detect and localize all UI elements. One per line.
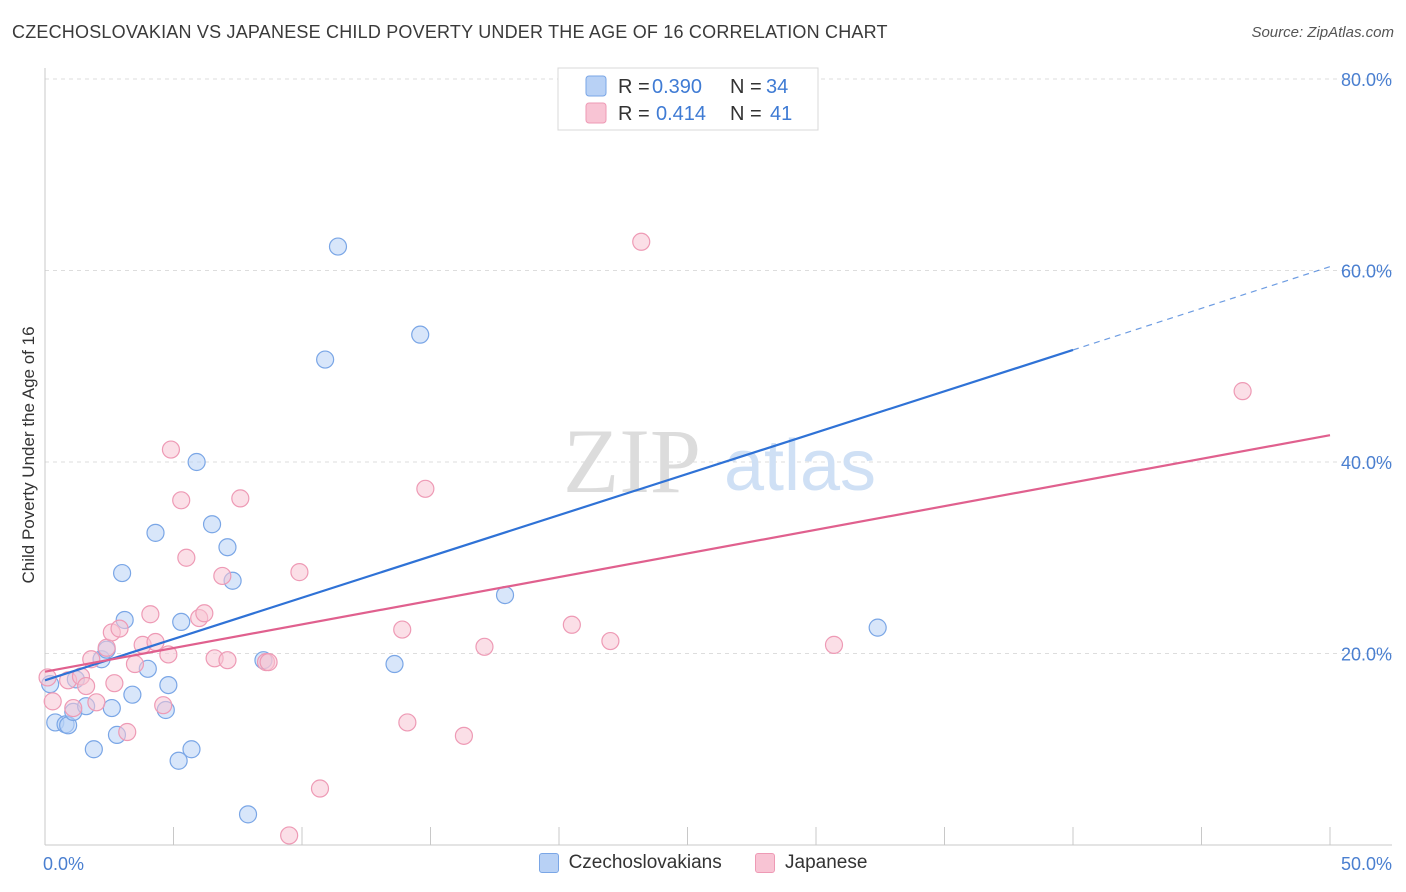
japanese-point-35 — [416, 479, 435, 498]
japanese-point-12 — [118, 722, 137, 742]
japanese-point-19 — [161, 440, 181, 459]
legend-swatch-pink — [585, 102, 607, 124]
czechoslovakian-point-16 — [146, 523, 165, 542]
czechoslovakian-point-31 — [411, 325, 430, 344]
japanese-point-15 — [141, 605, 160, 624]
japanese-point-33 — [393, 620, 412, 639]
axes — [44, 68, 1392, 846]
y-tick-label-80: 80.0% — [1341, 70, 1392, 90]
data-points — [38, 232, 1252, 845]
japanese-point-23 — [195, 604, 214, 623]
japanese-point-26 — [218, 651, 237, 670]
legend-r-label-1: R = — [618, 76, 650, 98]
japanese-point-7 — [87, 693, 106, 712]
japanese-point-41 — [824, 635, 844, 654]
czechoslovakian-point-29 — [328, 237, 348, 256]
japanese-point-17 — [154, 696, 173, 715]
y-tick-label-60: 60.0% — [1341, 262, 1392, 282]
czechoslovakian-point-33 — [868, 618, 887, 637]
bottom-legend-item-czechoslovakians: Czechoslovakians — [538, 852, 722, 874]
source-label: Source: ZipAtlas.com — [1251, 24, 1394, 41]
legend: R = 0.390 N = 34 R = 0.414 N = 41 — [557, 67, 819, 131]
legend-r-value-1: 0.390 — [652, 76, 702, 98]
watermark-zip: ZIP — [563, 410, 701, 512]
legend-swatch-blue — [585, 75, 607, 97]
czechoslovakian-point-10 — [102, 698, 121, 718]
czechoslovakian-trend-extension — [1072, 266, 1331, 351]
x-tick-label-0: 0.0% — [43, 854, 84, 874]
czechoslovakian-point-14 — [123, 685, 142, 704]
legend-n-label-1: N = — [730, 76, 762, 98]
legend-n-value-2: 41 — [770, 103, 792, 125]
bottom-legend-label-czechoslovakians: Czechoslovakians — [568, 852, 722, 873]
japanese-trend-line — [44, 434, 1331, 673]
czechoslovakian-point-19 — [169, 751, 188, 770]
japanese-point-36 — [454, 726, 474, 745]
czechoslovakian-point-28 — [316, 350, 335, 369]
czechoslovakian-point-12 — [112, 563, 132, 583]
japanese-point-13 — [125, 654, 145, 674]
watermark-atlas: atlas — [724, 426, 876, 506]
y-tick-label-20: 20.0% — [1341, 645, 1392, 665]
japanese-point-1 — [43, 692, 62, 711]
japanese-point-20 — [172, 491, 191, 510]
japanese-point-37 — [475, 637, 494, 656]
czechoslovakian-point-22 — [187, 452, 206, 472]
x-tick-label-50: 50.0% — [1341, 854, 1392, 874]
japanese-point-27 — [231, 489, 250, 508]
czechoslovakian-trend-line — [44, 348, 1074, 682]
japanese-point-39 — [601, 631, 620, 651]
japanese-point-21 — [177, 548, 196, 567]
czechoslovakian-point-7 — [84, 740, 103, 759]
japanese-point-29 — [259, 653, 278, 672]
y-axis-title: Child Poverty Under the Age of 16 — [19, 326, 38, 583]
japanese-point-25 — [213, 566, 232, 586]
japanese-point-34 — [398, 713, 417, 732]
japanese-point-38 — [562, 615, 581, 634]
czechoslovakian-point-24 — [218, 538, 237, 557]
y-tick-label-40: 40.0% — [1341, 453, 1392, 473]
legend-n-value-1: 34 — [766, 76, 788, 98]
gridlines — [45, 78, 1392, 654]
czechoslovakian-point-26 — [238, 805, 258, 824]
czechoslovakian-point-30 — [385, 654, 404, 674]
czechoslovakian-point-23 — [202, 515, 222, 534]
legend-r-value-2: 0.414 — [656, 103, 706, 125]
legend-r-label-2: R = — [618, 103, 650, 125]
japanese-point-11 — [110, 619, 129, 638]
japanese-point-42 — [1233, 382, 1252, 401]
bottom-legend-label-japanese: Japanese — [785, 852, 868, 873]
czechoslovakian-point-20 — [172, 612, 191, 632]
japanese-point-8 — [97, 638, 116, 657]
tick-labels: 20.0% 40.0% 60.0% 80.0% 0.0% 50.0% — [43, 70, 1392, 874]
japanese-point-32 — [310, 779, 330, 798]
bottom-legend-item-japanese: Japanese — [755, 852, 867, 874]
japanese-point-5 — [77, 676, 96, 696]
japanese-point-30 — [280, 826, 299, 845]
japanese-point-31 — [290, 563, 309, 582]
bottom-legend-swatch-blue — [538, 853, 559, 873]
czechoslovakian-point-18 — [159, 675, 178, 695]
bottom-legend-swatch-pink — [755, 853, 775, 873]
japanese-point-3 — [64, 698, 83, 718]
trend-lines — [44, 266, 1331, 682]
bottom-legend: Czechoslovakians Japanese — [0, 852, 1406, 879]
chart-title: CZECHOSLOVAKIAN VS JAPANESE CHILD POVERT… — [12, 22, 888, 42]
czechoslovakian-point-21 — [182, 740, 201, 759]
legend-n-label-2: N = — [730, 103, 762, 125]
japanese-point-10 — [105, 674, 124, 693]
japanese-point-40 — [632, 232, 651, 251]
watermark: ZIP atlas — [563, 410, 876, 512]
